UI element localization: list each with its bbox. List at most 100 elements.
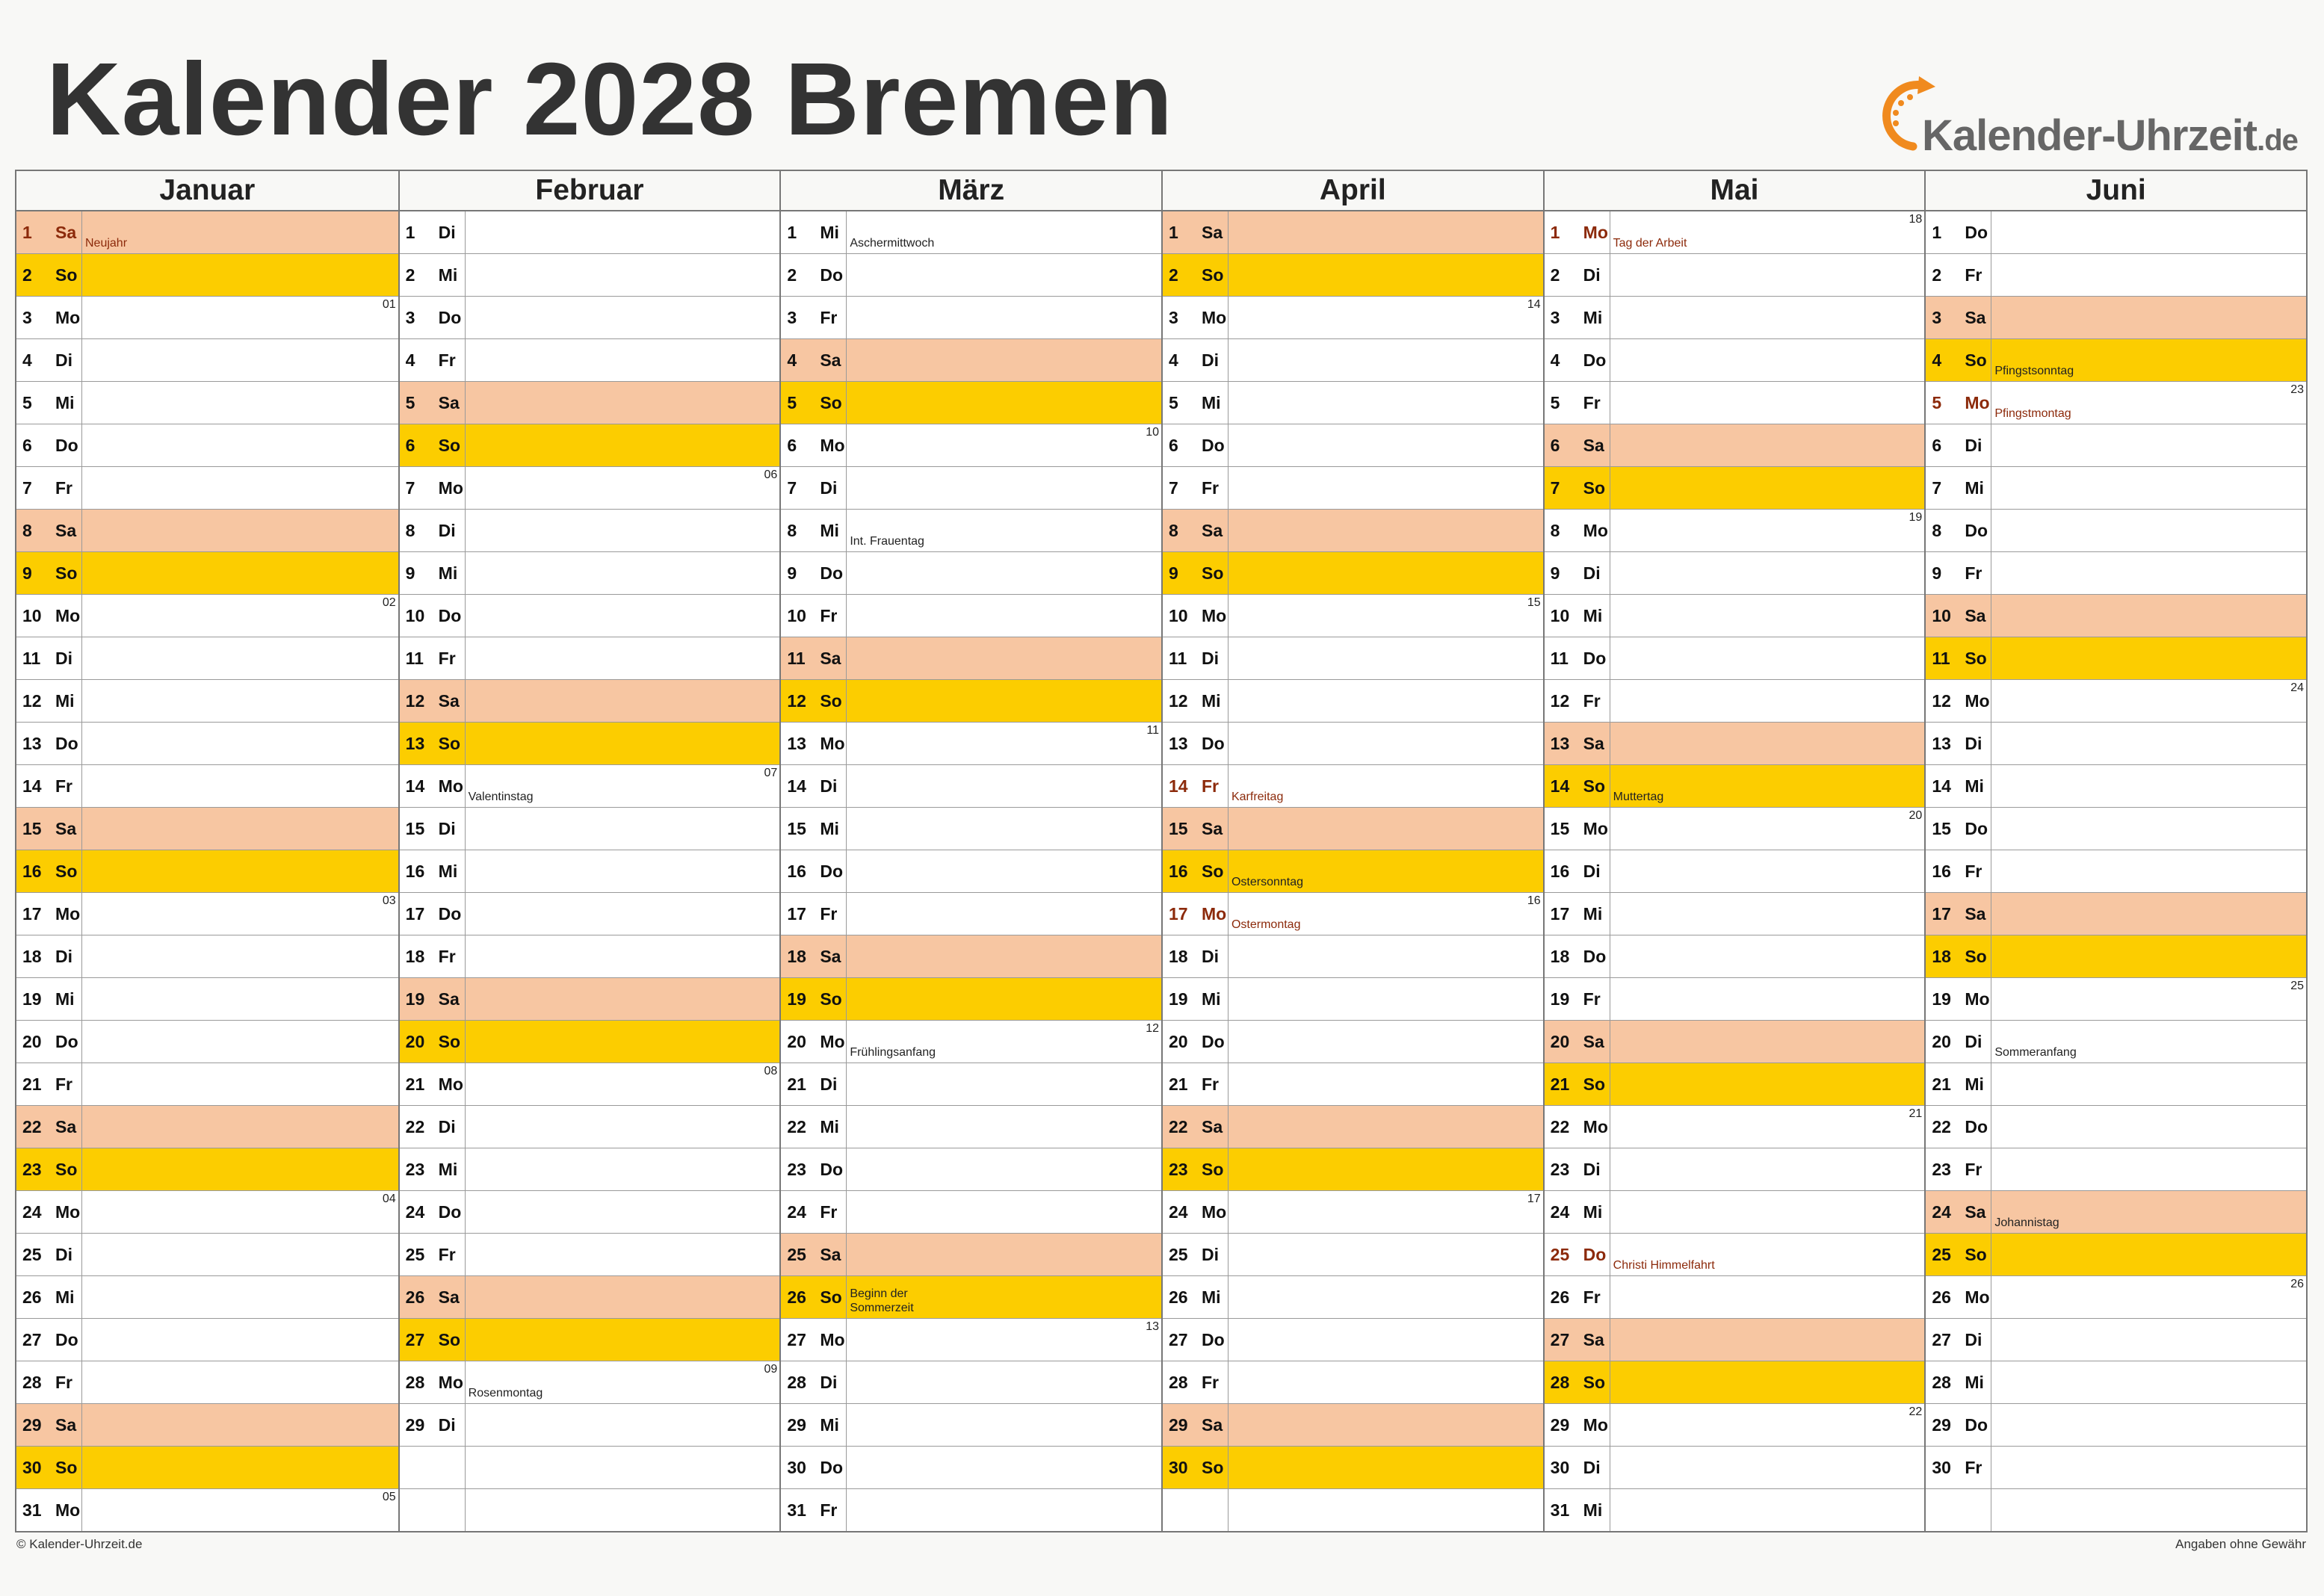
date-cell: 17 Sa: [1926, 893, 1992, 935]
week-number: 21: [1909, 1107, 1923, 1120]
weekday: Di: [1583, 265, 1601, 285]
week-number: 17: [1527, 1193, 1541, 1205]
day-row: 11 Di: [1162, 637, 1543, 680]
note-cell: [847, 1148, 1161, 1190]
note-cell: [1991, 893, 2306, 935]
date-cell: 5 Mi: [16, 382, 82, 424]
day-row: 3 Sa: [1926, 297, 2306, 339]
date-cell: 19 Sa: [400, 978, 466, 1020]
weekday: Do: [1965, 1414, 1988, 1435]
day-number: 22: [405, 1116, 425, 1136]
date-cell: 20 Di: [1926, 1021, 1992, 1063]
weekday: Do: [1583, 946, 1607, 966]
day-number: 5: [1932, 392, 1942, 412]
day-row: 17 Do: [399, 893, 780, 935]
date-cell: 21 Mo: [400, 1063, 466, 1105]
day-row: [399, 1447, 780, 1489]
note-cell: [466, 211, 780, 253]
day-number: 6: [1932, 435, 1942, 455]
note-cell: [1991, 510, 2306, 551]
day-row: 7 Mo 06: [399, 467, 780, 510]
date-cell: 20 So: [400, 1021, 466, 1063]
date-cell: 12 Fr: [1545, 680, 1610, 722]
day-number: 7: [405, 477, 415, 498]
note-cell: [847, 254, 1161, 296]
day-row: 27 Sa: [1544, 1319, 1925, 1361]
week-number: 06: [764, 468, 778, 481]
logo[interactable]: Kalender-Uhrzeit.de: [1876, 75, 2317, 172]
day-number: 13: [405, 733, 425, 753]
weekday: Sa: [55, 1414, 77, 1435]
date-cell: 26 So: [781, 1276, 847, 1318]
date-cell: 27 Di: [1926, 1319, 1992, 1361]
date-cell: 15 Mo: [1545, 808, 1610, 850]
date-cell: 16 Mi: [400, 850, 466, 892]
weekday: Mo: [1965, 392, 1990, 412]
date-cell: 19 Fr: [1545, 978, 1610, 1020]
day-row: 20 Sa: [1544, 1021, 1925, 1063]
date-cell: 8 Sa: [16, 510, 82, 551]
day-row: 15 Do: [1926, 808, 2306, 850]
logo-tld: .de: [2257, 124, 2299, 157]
note-cell: 24: [1991, 680, 2306, 722]
date-cell: 10 Mi: [1545, 595, 1610, 637]
date-cell: 18 Di: [1163, 935, 1229, 977]
day-number: 23: [405, 1159, 425, 1179]
day-row: 22 Mo 21: [1544, 1106, 1925, 1148]
weekday: Sa: [1201, 222, 1223, 242]
note-cell: [1229, 254, 1543, 296]
weekday: Sa: [1583, 1031, 1604, 1051]
day-note: Int. Frauentag: [850, 534, 924, 548]
weekday: Fr: [438, 946, 456, 966]
day-row: 25 Sa: [781, 1234, 1161, 1276]
weekday: Di: [820, 1372, 838, 1392]
day-row: 19 Fr: [1544, 978, 1925, 1021]
day-note: Johannistag: [1994, 1216, 2059, 1229]
date-cell: 27 Sa: [1545, 1319, 1610, 1361]
note-cell: [466, 808, 780, 850]
date-cell: 8 Do: [1926, 510, 1992, 551]
weekday: Do: [1201, 1031, 1225, 1051]
weekday: Di: [1583, 1159, 1601, 1179]
day-row: 3 Mi: [1544, 297, 1925, 339]
date-cell: 10 Mo: [1163, 595, 1229, 637]
note-cell: 14: [1229, 297, 1543, 338]
day-number: 14: [22, 776, 42, 796]
day-row: 4 Fr: [399, 339, 780, 382]
note-cell: [1610, 893, 1925, 935]
note-cell: 26: [1991, 1276, 2306, 1318]
date-cell: 14 Fr: [16, 765, 82, 807]
weekday: Di: [1583, 861, 1601, 881]
note-cell: [1610, 552, 1925, 594]
date-cell: 23 So: [1163, 1148, 1229, 1190]
weekday: So: [1201, 861, 1224, 881]
day-row: 13 Mo 11: [781, 723, 1161, 765]
weekday: Mo: [820, 733, 845, 753]
date-cell: [1163, 1489, 1229, 1531]
weekday: Sa: [1965, 605, 1986, 625]
date-cell: 28 So: [1545, 1361, 1610, 1403]
week-number: 19: [1909, 511, 1923, 524]
day-number: 8: [22, 520, 32, 540]
month-header: Februar: [399, 171, 780, 211]
weekday: Sa: [1965, 903, 1986, 924]
day-number: 14: [1550, 776, 1570, 796]
note-cell: [847, 1361, 1161, 1403]
note-cell: [1229, 467, 1543, 509]
date-cell: 5 Fr: [1545, 382, 1610, 424]
week-number: 10: [1146, 426, 1159, 439]
weekday: Sa: [1201, 1414, 1223, 1435]
date-cell: [400, 1489, 466, 1531]
day-number: 4: [1168, 350, 1178, 370]
day-number: 11: [405, 648, 424, 668]
date-cell: 22 Do: [1926, 1106, 1992, 1148]
day-row: 6 Do: [16, 424, 398, 467]
weekday: Mi: [1583, 903, 1603, 924]
day-row: 10 Mo 02: [16, 595, 398, 637]
date-cell: 26 Mi: [16, 1276, 82, 1318]
weekday: Mo: [1201, 903, 1227, 924]
day-row: 8 Sa: [16, 510, 398, 552]
day-row: 15 Mi: [781, 808, 1161, 850]
day-number: 11: [1168, 648, 1187, 668]
day-row: 25 Di: [16, 1234, 398, 1276]
